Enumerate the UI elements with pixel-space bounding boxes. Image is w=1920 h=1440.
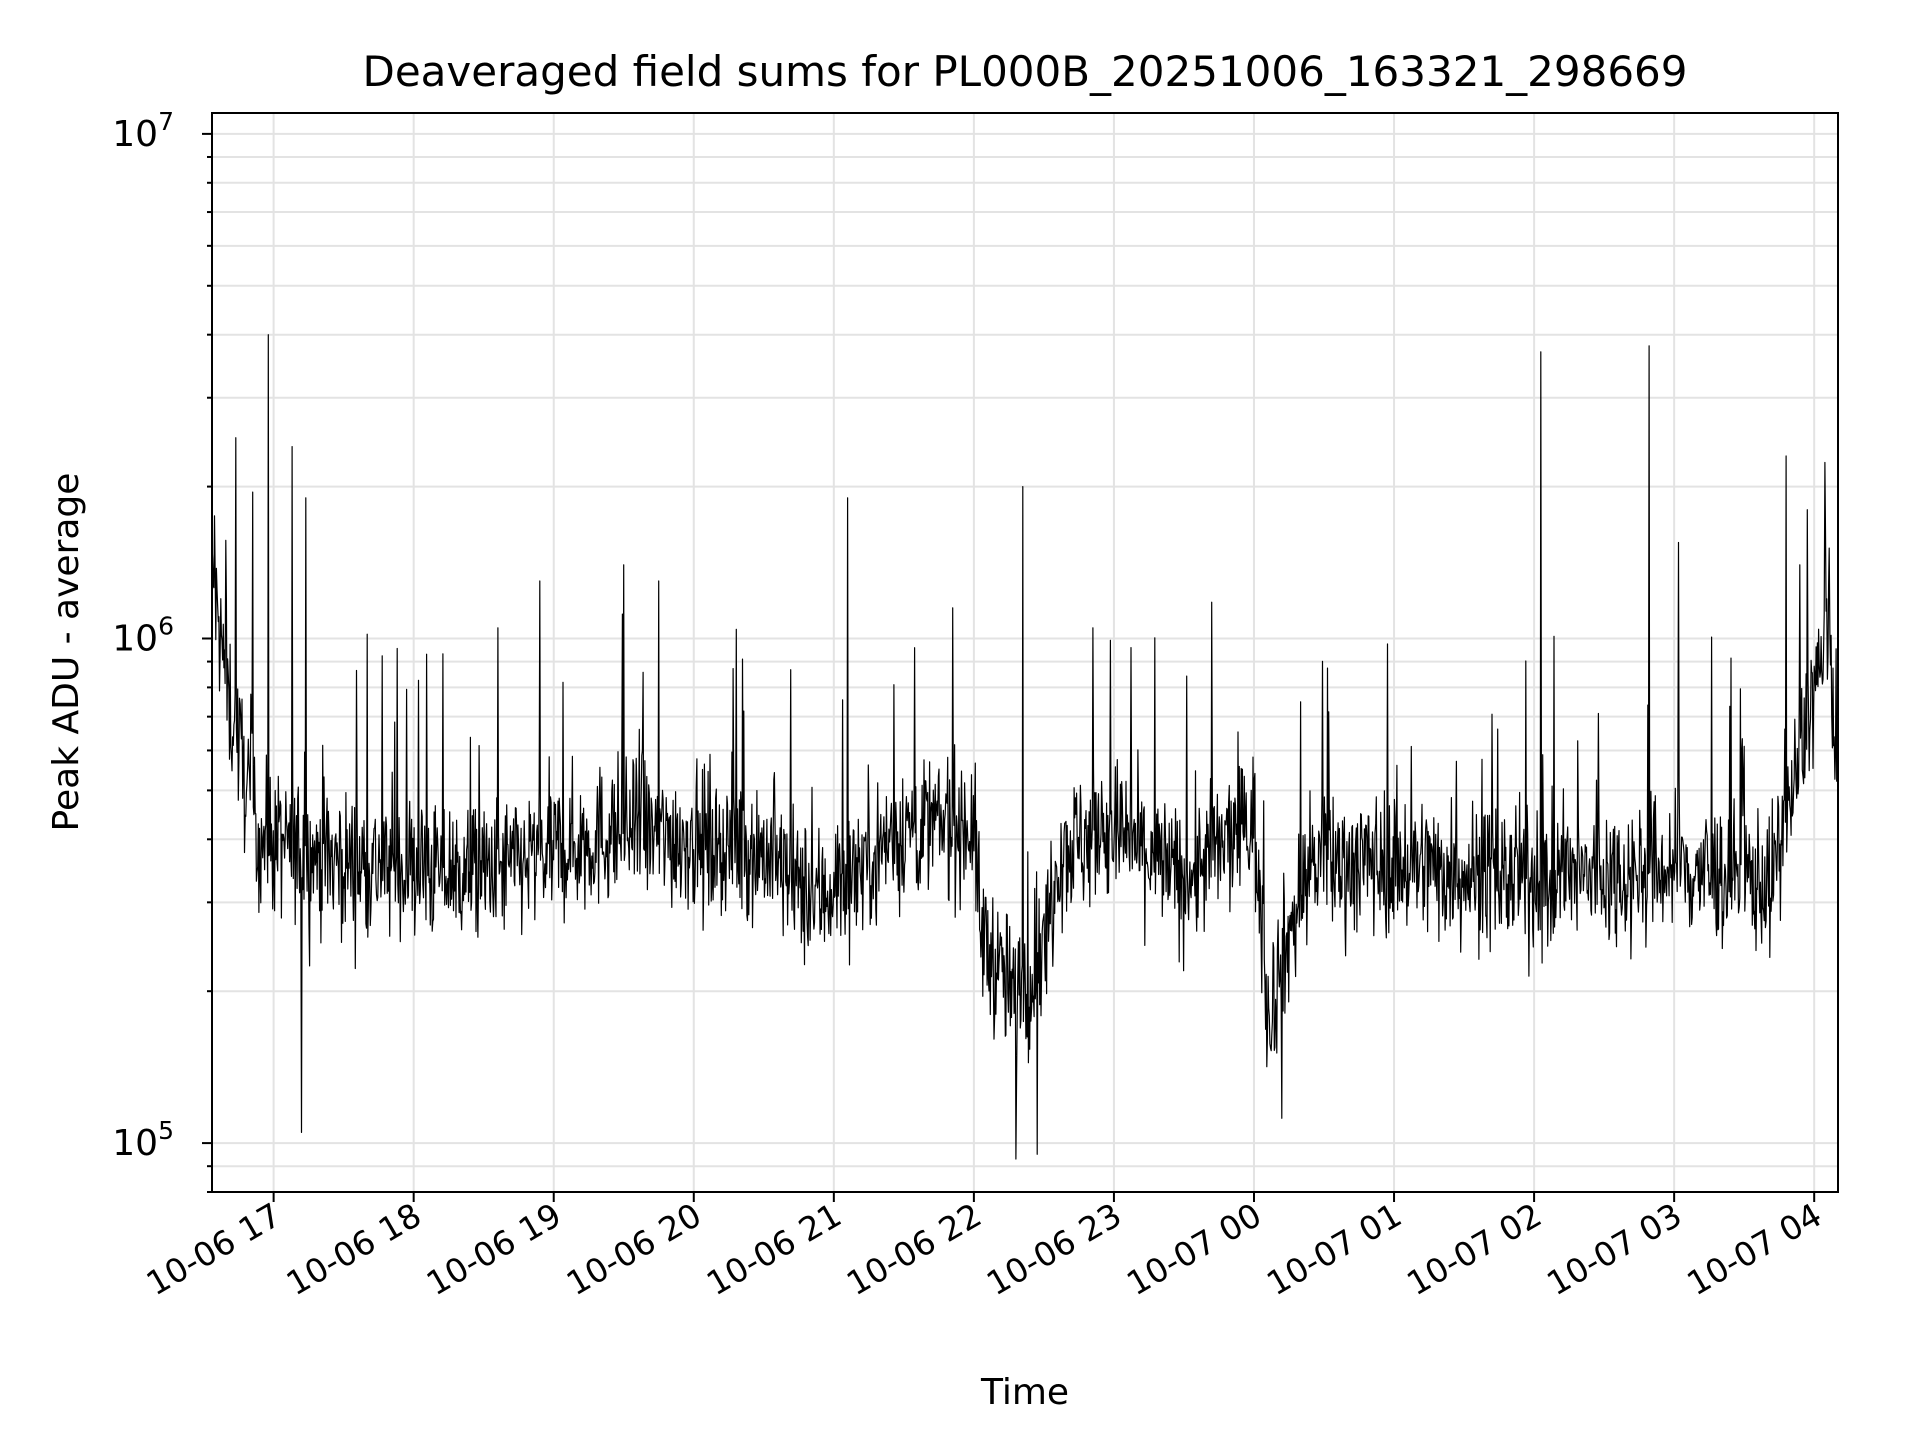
y-axis-label: Peak ADU - average <box>46 473 87 832</box>
y-tick-exponent: 6 <box>158 611 174 640</box>
x-tick-label: 10-07 01 <box>1260 1195 1408 1303</box>
x-tick-label: 10-06 22 <box>840 1195 988 1303</box>
x-tick-label: 10-06 18 <box>280 1195 428 1303</box>
x-tick-label: 10-07 02 <box>1400 1195 1548 1303</box>
series-line <box>211 334 1839 1160</box>
y-tick-exponent: 7 <box>158 107 174 136</box>
x-tick-label: 10-06 19 <box>420 1195 568 1303</box>
x-tick-label: 10-07 00 <box>1120 1195 1268 1303</box>
x-tick-label: 10-07 04 <box>1680 1195 1828 1303</box>
plot-frame <box>211 112 1839 1193</box>
y-tick-label: 106 <box>112 611 174 659</box>
x-tick-label: 10-06 17 <box>140 1195 288 1303</box>
grid <box>212 113 1838 1193</box>
y-tick-label: 107 <box>112 107 174 155</box>
y-tick-base: 10 <box>112 1123 158 1164</box>
y-tick-label: 105 <box>112 1116 174 1164</box>
y-tick-base: 10 <box>112 114 158 155</box>
chart-title: Deaveraged field sums for PL000B_2025100… <box>363 47 1688 96</box>
x-tick-label: 10-06 21 <box>700 1195 848 1303</box>
y-tick-base: 10 <box>112 618 158 659</box>
y-tick-exponent: 5 <box>158 1116 174 1145</box>
series-group <box>211 334 1839 1160</box>
x-tick-label: 10-07 03 <box>1540 1195 1688 1303</box>
x-axis-label: Time <box>980 1372 1069 1413</box>
x-tick-label: 10-06 20 <box>560 1195 708 1303</box>
x-tick-label: 10-06 23 <box>980 1195 1128 1303</box>
